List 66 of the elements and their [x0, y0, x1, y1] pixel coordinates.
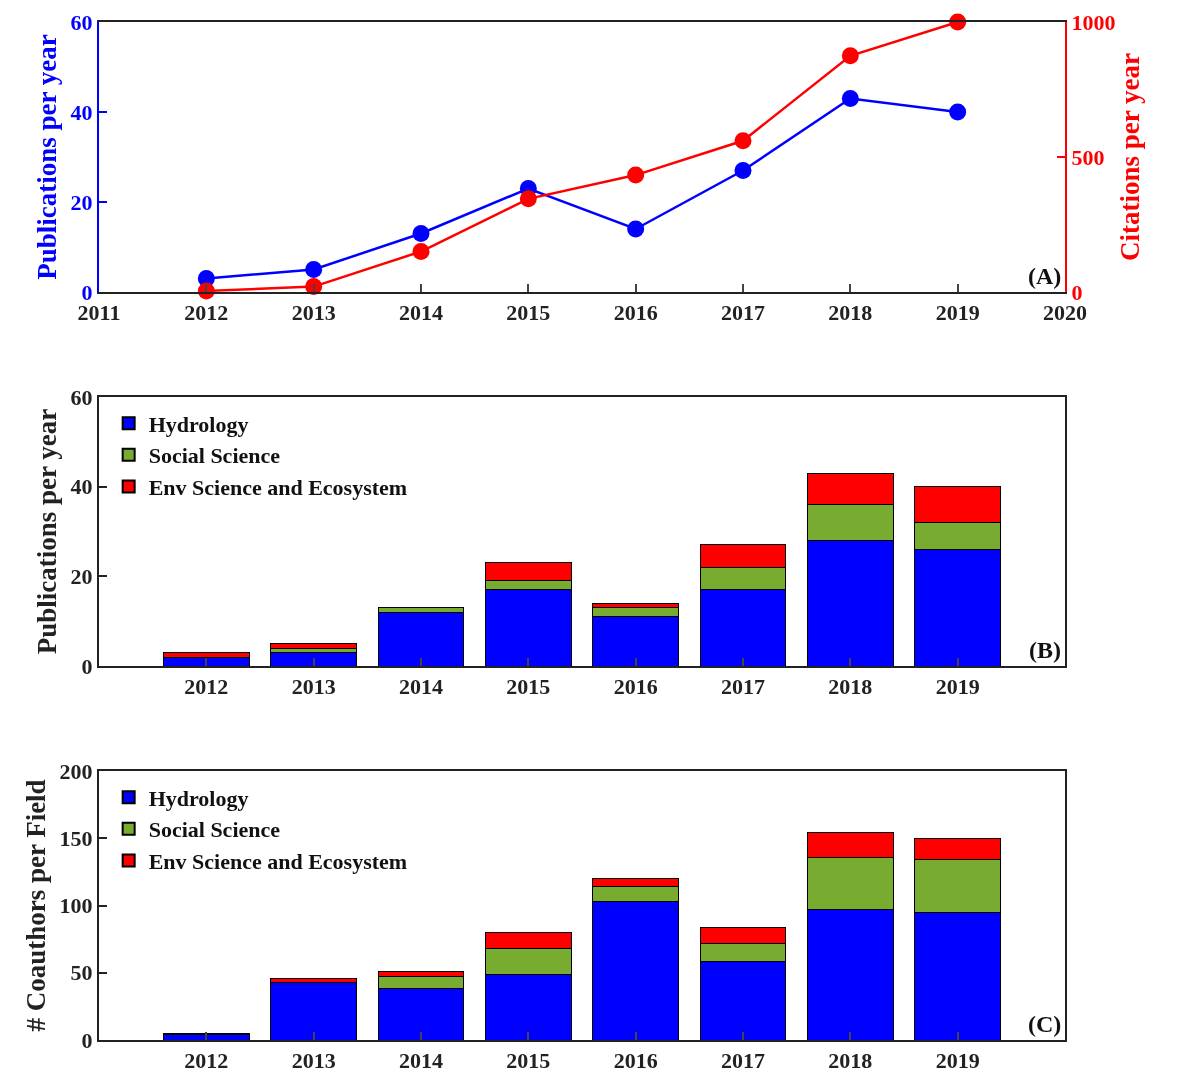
- x-tick-label: 2012: [184, 300, 229, 326]
- y-tick-label: 100: [59, 893, 93, 919]
- x-tick-label: 2013: [291, 674, 336, 700]
- x-tick-label: 2013: [291, 1048, 336, 1074]
- x-tick-label: 2018: [828, 674, 873, 700]
- x-tick-label: 2016: [613, 1048, 658, 1074]
- point: [412, 243, 430, 260]
- x-tick-label: 2014: [399, 1048, 443, 1074]
- y-tick-label: 60: [70, 384, 93, 410]
- annotation: (B): [1029, 637, 1061, 663]
- x-tick-label: 2017: [721, 300, 765, 326]
- point: [519, 190, 537, 208]
- y2-tick-label: 500: [1071, 144, 1105, 170]
- y-tick-label: 150: [59, 825, 93, 851]
- point: [734, 132, 752, 150]
- point: [841, 90, 859, 107]
- legend-label: Env Science and Ecosystem: [148, 474, 408, 500]
- y-axis-title: Publications per year: [32, 408, 63, 655]
- y-axis-title: Publications per year: [32, 34, 63, 280]
- legend-label: Env Science and Ecosystem: [148, 848, 408, 874]
- y-tick-label: 0: [81, 653, 93, 679]
- bar: [270, 652, 358, 666]
- x-tick-label: 2017: [721, 1048, 765, 1074]
- point: [627, 220, 645, 238]
- bar: [270, 981, 358, 1040]
- y-tick-label: 0: [81, 1027, 93, 1053]
- y-tick-label: 60: [70, 9, 93, 35]
- y2-tick-label: 1000: [1071, 9, 1116, 35]
- x-tick-label: 2019: [935, 1048, 980, 1074]
- point: [412, 225, 430, 242]
- x-tick-label: 2012: [184, 1048, 229, 1074]
- legend-label: Hydrology: [148, 785, 249, 811]
- legend-label: Social Science: [148, 817, 281, 843]
- x-tick-label: 2014: [399, 300, 443, 326]
- x-tick-label: 2019: [935, 300, 980, 326]
- legend-label: Hydrology: [148, 411, 249, 437]
- point: [305, 261, 323, 278]
- y2-axis-title: Citations per year: [1115, 53, 1146, 261]
- point: [841, 47, 859, 65]
- x-tick-label: 2016: [613, 300, 658, 326]
- x-tick-label: 2015: [506, 1048, 551, 1074]
- x-tick-label: 2015: [506, 674, 551, 700]
- y-tick-label: 20: [70, 189, 93, 215]
- point: [734, 162, 752, 179]
- x-tick-label: 2014: [399, 674, 443, 700]
- x-tick-label: 2019: [935, 674, 980, 700]
- x-tick-label: 2018: [828, 1048, 873, 1074]
- y-tick-label: 200: [59, 758, 93, 784]
- legend-label: Social Science: [148, 443, 281, 469]
- y-tick-label: 40: [70, 474, 93, 500]
- y-axis-title: # Coauthors per Field: [21, 779, 52, 1032]
- y-tick-label: 20: [70, 564, 93, 590]
- y-tick-label: 40: [70, 99, 93, 125]
- x-tick-label: 2018: [828, 300, 873, 326]
- x-tick-label: 2017: [721, 674, 765, 700]
- x-tick-label: 2015: [506, 300, 551, 326]
- point: [627, 166, 645, 184]
- x-tick-label: 2016: [613, 674, 658, 700]
- x-tick-label: 2012: [184, 674, 229, 700]
- annotation: (C): [1028, 1011, 1062, 1037]
- bar: [377, 611, 465, 666]
- x-tick-label: 2013: [291, 300, 336, 326]
- point: [949, 103, 967, 121]
- bar: [270, 643, 358, 649]
- y-tick-label: 50: [70, 960, 93, 986]
- annotation: (A): [1028, 263, 1062, 289]
